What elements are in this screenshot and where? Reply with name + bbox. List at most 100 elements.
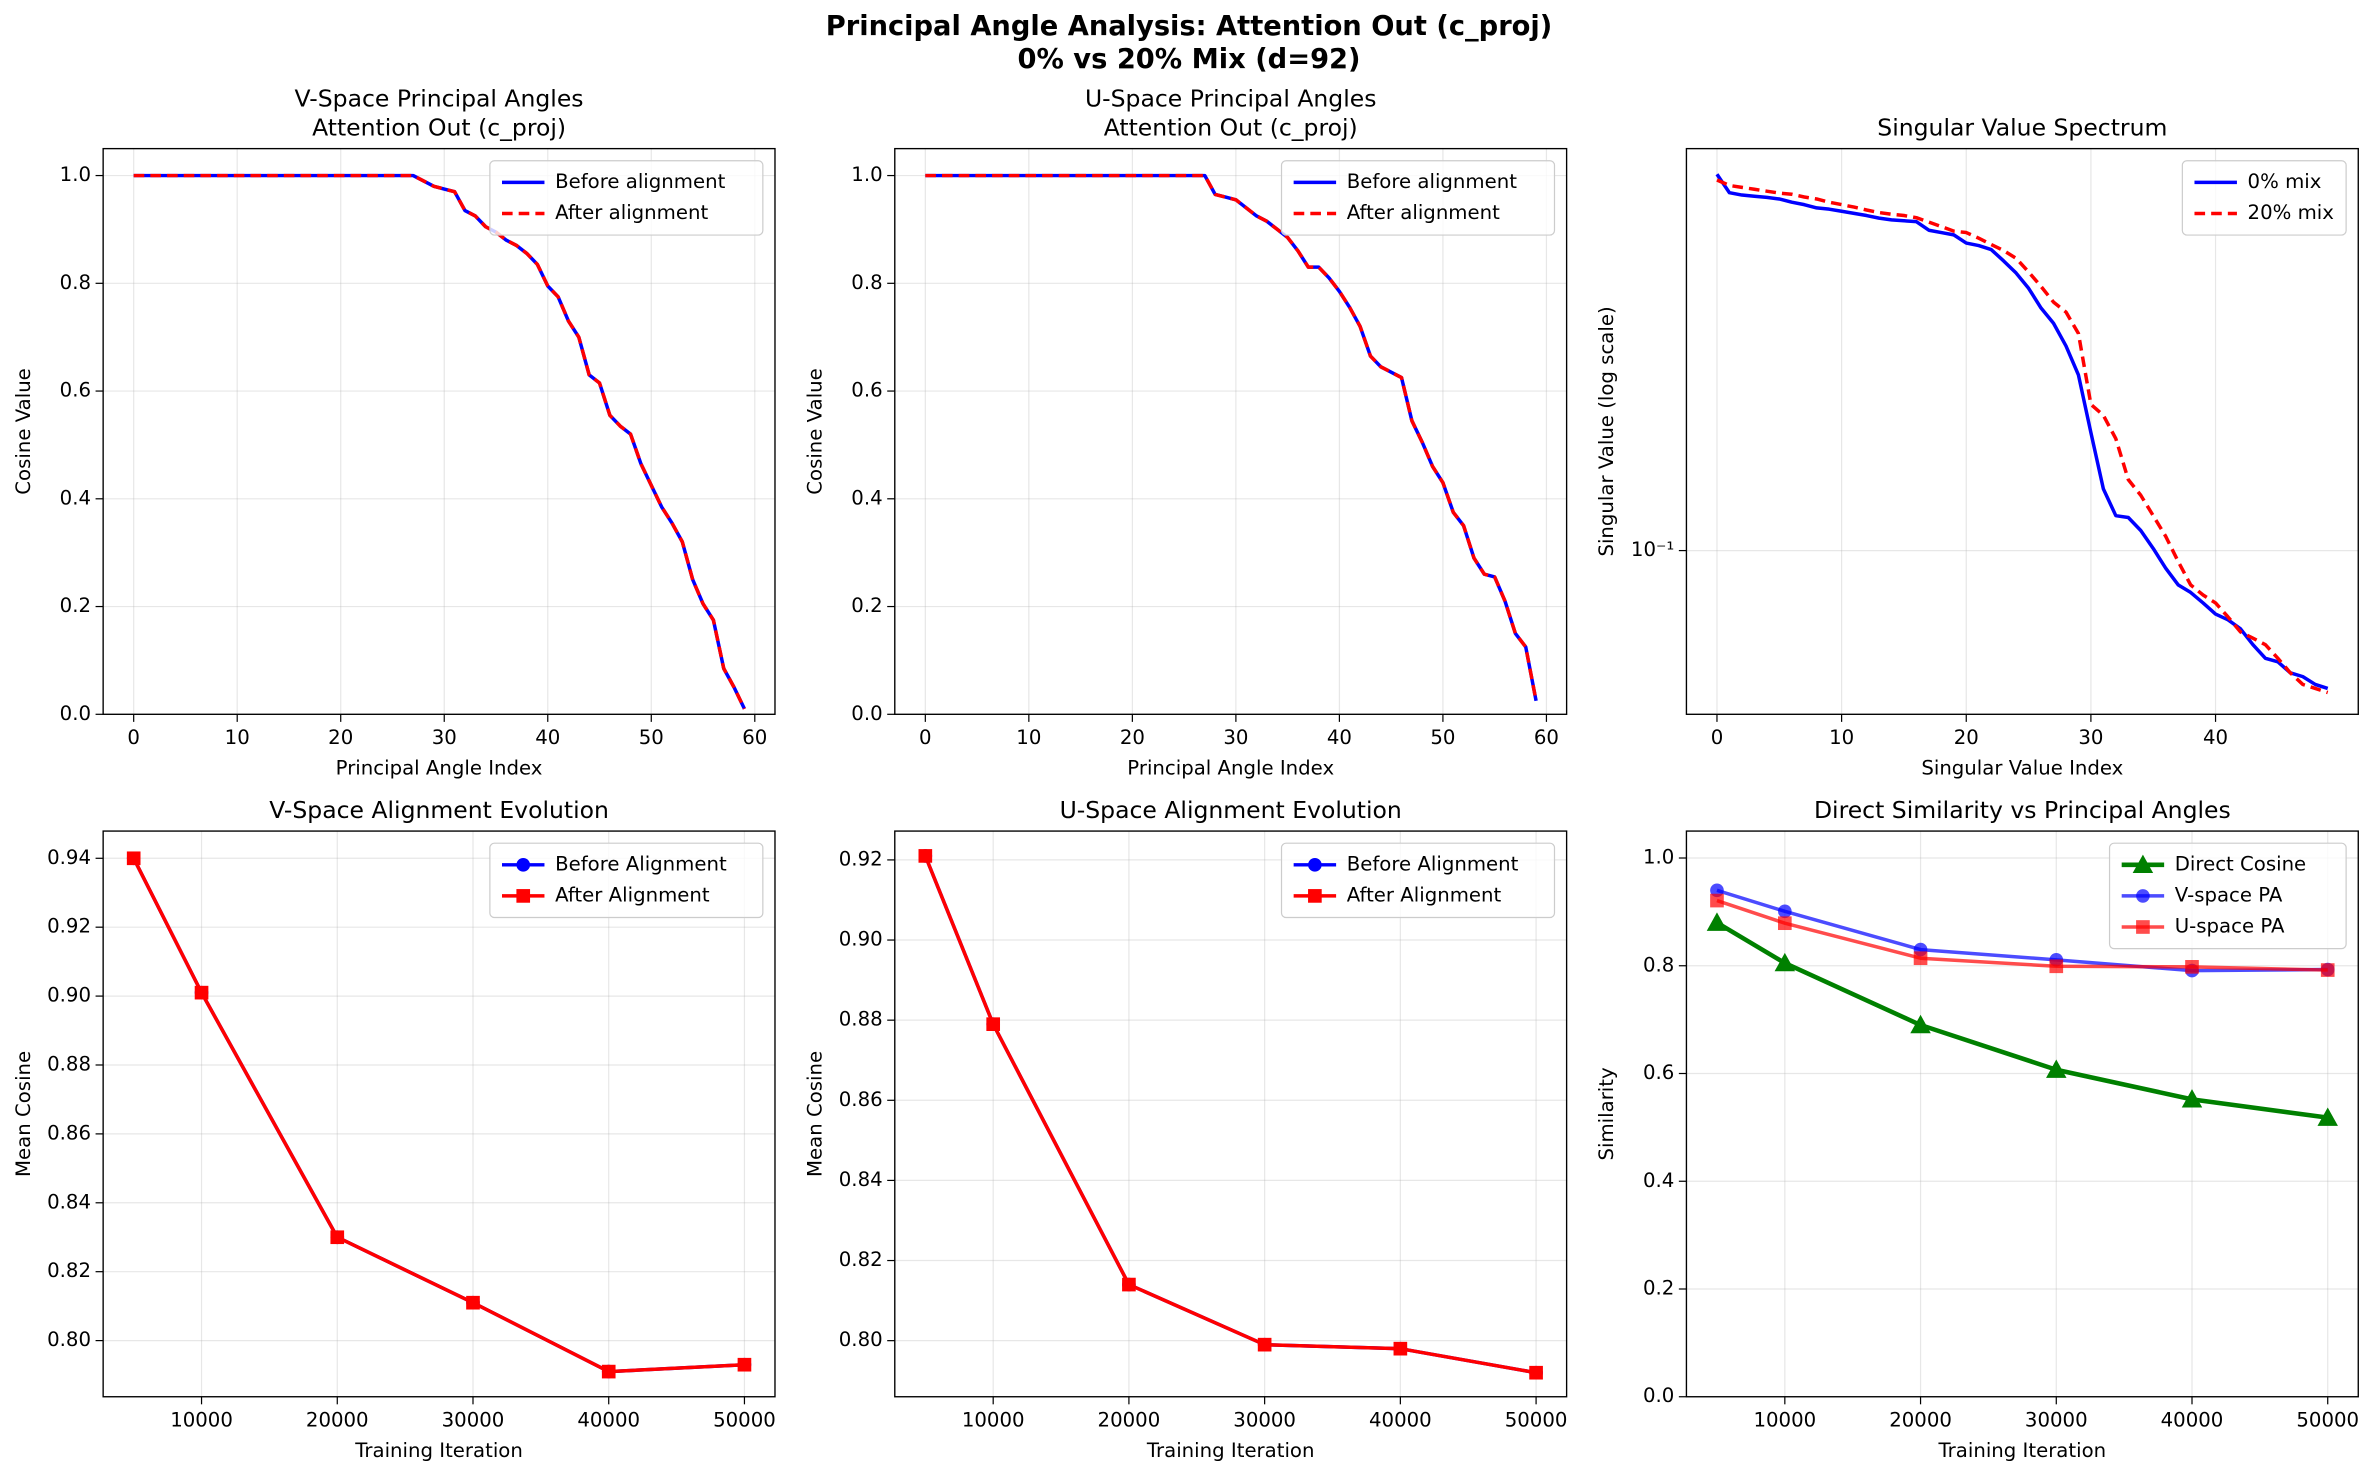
y-tick-label: 0.92 [47,915,91,938]
marker [1778,904,1792,919]
x-tick-label: 10 [1016,726,1041,749]
plot-area [103,831,775,1397]
chart-subtitle: Attention Out (c_proj) [1104,113,1358,141]
y-tick-label: 0.2 [1643,1276,1674,1299]
x-axis-label: Training Iteration [354,1439,523,1462]
y-tick-label: 0.0 [851,702,882,725]
legend-marker [1308,857,1322,872]
x-tick-label: 60 [1534,726,1559,749]
x-tick-label: 0 [127,726,140,749]
marker [1910,1014,1931,1034]
x-tick-label: 20000 [1889,1409,1952,1432]
x-tick-label: 30000 [2025,1409,2088,1432]
y-axis-label: Cosine Value [12,368,35,495]
y-tick-label: 0.2 [851,594,882,617]
chart-title: V-Space Principal Angles [295,85,584,113]
x-tick-label: 30 [2078,726,2103,749]
y-axis-label: Similarity [1595,1067,1618,1160]
legend-marker [2136,889,2150,903]
y-tick-label: 0.6 [851,379,882,402]
series-line [1716,898,2328,972]
marker [126,851,141,866]
legend-label: V-space PA [2175,883,2283,906]
series-line [1715,920,2329,1120]
y-tick-label: 0.88 [839,1008,883,1031]
legend-label: Before Alignment [1347,852,1519,875]
x-tick-label: 20 [328,726,353,749]
y-tick-label: 0.4 [851,486,882,509]
legend-label: 0% mix [2248,170,2322,193]
chart-subtitle: Attention Out (c_proj) [312,113,566,141]
y-tick-label: 0.90 [47,984,91,1007]
legend-box [489,160,764,236]
legend-label: Before Alignment [555,852,727,875]
y-tick-label: 0.6 [60,379,91,402]
axes-frame [1685,147,2359,715]
y-axis-label: Mean Cosine [12,1051,35,1177]
x-tick-label: 10 [1829,726,1854,749]
marker [2049,959,2064,974]
y-tick-label: 1.0 [851,163,882,186]
series-line [925,173,1538,702]
y-tick-label: 1.0 [60,163,91,186]
y-tick-label: 1.0 [1643,846,1674,869]
x-tick-label: 10000 [170,1409,233,1432]
y-tick-label: 0.8 [60,271,91,294]
chart-title: U-Space Principal Angles [1085,85,1377,113]
y-tick-label: 10⁻¹ [1631,538,1674,561]
figure-title: Principal Angle Analysis: Attention Out … [826,11,1552,42]
x-tick-label: 10000 [1753,1409,1816,1432]
axes-frame [102,830,776,1398]
legend-box [2108,842,2347,950]
y-tick-label: 0.84 [839,1168,883,1191]
marker [2185,960,2199,974]
legend-label: Before alignment [1347,170,1518,193]
x-axis-label: Principal Angle Index [1127,756,1334,779]
x-tick-label: 50 [639,726,664,749]
marker [1710,893,1724,908]
y-axis-label: Cosine Value [803,368,826,495]
legend-label: Before alignment [555,170,726,193]
y-tick-label: 0.92 [839,847,883,870]
marker [1706,912,1728,931]
y-tick-label: 0.2 [60,594,91,617]
y-tick-label: 0.0 [60,702,91,725]
x-tick-label: 40000 [577,1409,640,1432]
chart-title: Singular Value Spectrum [1877,113,2167,141]
figure-subtitle: 0% vs 20% Mix (d=92) [1017,44,1360,75]
y-tick-label: 0.94 [47,846,91,869]
x-axis-label: Training Iteration [1146,1439,1315,1462]
marker [330,1230,345,1245]
series-line [1716,178,2329,695]
y-tick-label: 0.4 [60,486,91,509]
x-tick-label: 50000 [2296,1409,2359,1432]
legend-label: After Alignment [555,883,710,906]
x-axis-label: Training Iteration [1938,1439,2107,1462]
axes-frame [894,830,1568,1398]
y-tick-label: 0.86 [47,1121,91,1144]
legend-label: Direct Cosine [2175,852,2306,875]
y-tick-label: 0.80 [839,1328,883,1351]
marker [1393,1341,1408,1356]
marker [1774,952,1796,972]
marker [1529,1365,1543,1380]
legend-marker [516,857,531,872]
marker [1257,1337,1272,1352]
marker [2181,1089,2203,1108]
x-tick-label: 40 [535,726,560,749]
marker [466,1295,480,1310]
marker [986,1017,1001,1031]
x-tick-label: 20 [1120,726,1145,749]
x-axis-label: Singular Value Index [1921,756,2123,779]
legend-box [489,842,764,919]
series-line [132,857,745,1374]
x-axis-label: Principal Angle Index [336,756,543,779]
marker [194,985,209,1000]
y-tick-label: 0.88 [47,1052,91,1075]
y-tick-label: 0.84 [47,1190,91,1213]
y-axis-label: Mean Cosine [803,1051,826,1177]
legend-marker [516,889,531,903]
x-tick-label: 20000 [306,1409,369,1432]
y-tick-label: 0.8 [1643,953,1674,976]
x-tick-label: 10000 [962,1409,1025,1432]
